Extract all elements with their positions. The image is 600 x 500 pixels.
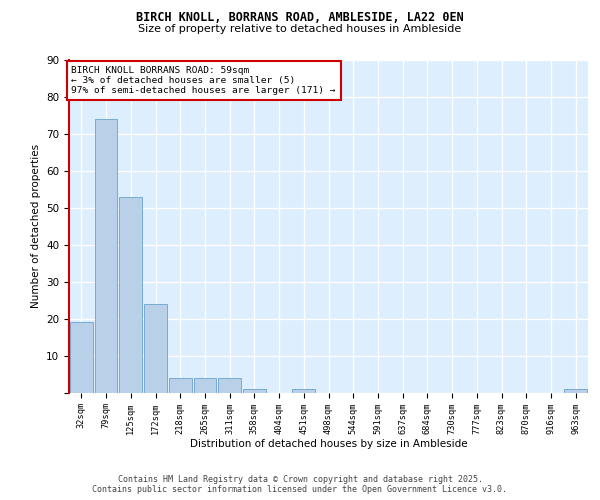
Text: Contains HM Land Registry data © Crown copyright and database right 2025.
Contai: Contains HM Land Registry data © Crown c… <box>92 474 508 494</box>
Bar <box>194 378 216 392</box>
Bar <box>292 389 315 392</box>
Text: Size of property relative to detached houses in Ambleside: Size of property relative to detached ho… <box>139 24 461 34</box>
Bar <box>144 304 167 392</box>
Bar <box>564 389 587 392</box>
Bar <box>70 322 93 392</box>
X-axis label: Distribution of detached houses by size in Ambleside: Distribution of detached houses by size … <box>190 440 467 450</box>
Bar <box>218 378 241 392</box>
Bar <box>95 119 118 392</box>
Bar <box>119 196 142 392</box>
Bar <box>169 378 191 392</box>
Bar <box>243 389 266 392</box>
Text: BIRCH KNOLL BORRANS ROAD: 59sqm
← 3% of detached houses are smaller (5)
97% of s: BIRCH KNOLL BORRANS ROAD: 59sqm ← 3% of … <box>71 66 336 96</box>
Text: BIRCH KNOLL, BORRANS ROAD, AMBLESIDE, LA22 0EN: BIRCH KNOLL, BORRANS ROAD, AMBLESIDE, LA… <box>136 11 464 24</box>
Y-axis label: Number of detached properties: Number of detached properties <box>31 144 41 308</box>
